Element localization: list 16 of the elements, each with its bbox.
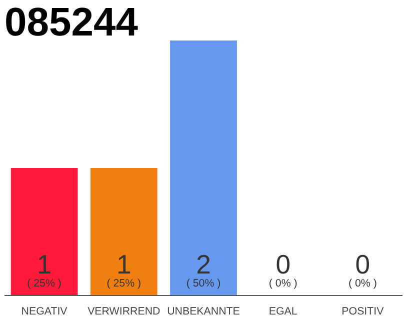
x-tick-label: NEGATIV	[21, 306, 68, 318]
data-label: 0	[355, 250, 370, 280]
annotation: ( 0% )	[348, 278, 377, 290]
x-tick-label: VERWIRREND	[88, 306, 161, 318]
annotation: ( 0% )	[268, 278, 298, 290]
annotation: ( 25% )	[27, 278, 62, 290]
data-label: 1	[116, 250, 132, 280]
x-tick-label: EGAL	[268, 306, 298, 318]
chart-title: 085244	[4, 0, 139, 44]
data-label: 1	[36, 250, 52, 280]
annotation: ( 50% )	[186, 278, 221, 290]
x-tick-label: UNBEKANNTE	[167, 306, 240, 318]
x-tick-label: POSITIV	[342, 306, 385, 318]
annotation: ( 25% )	[106, 278, 142, 290]
data-label: 0	[276, 250, 291, 280]
data-label: 2	[196, 250, 211, 280]
